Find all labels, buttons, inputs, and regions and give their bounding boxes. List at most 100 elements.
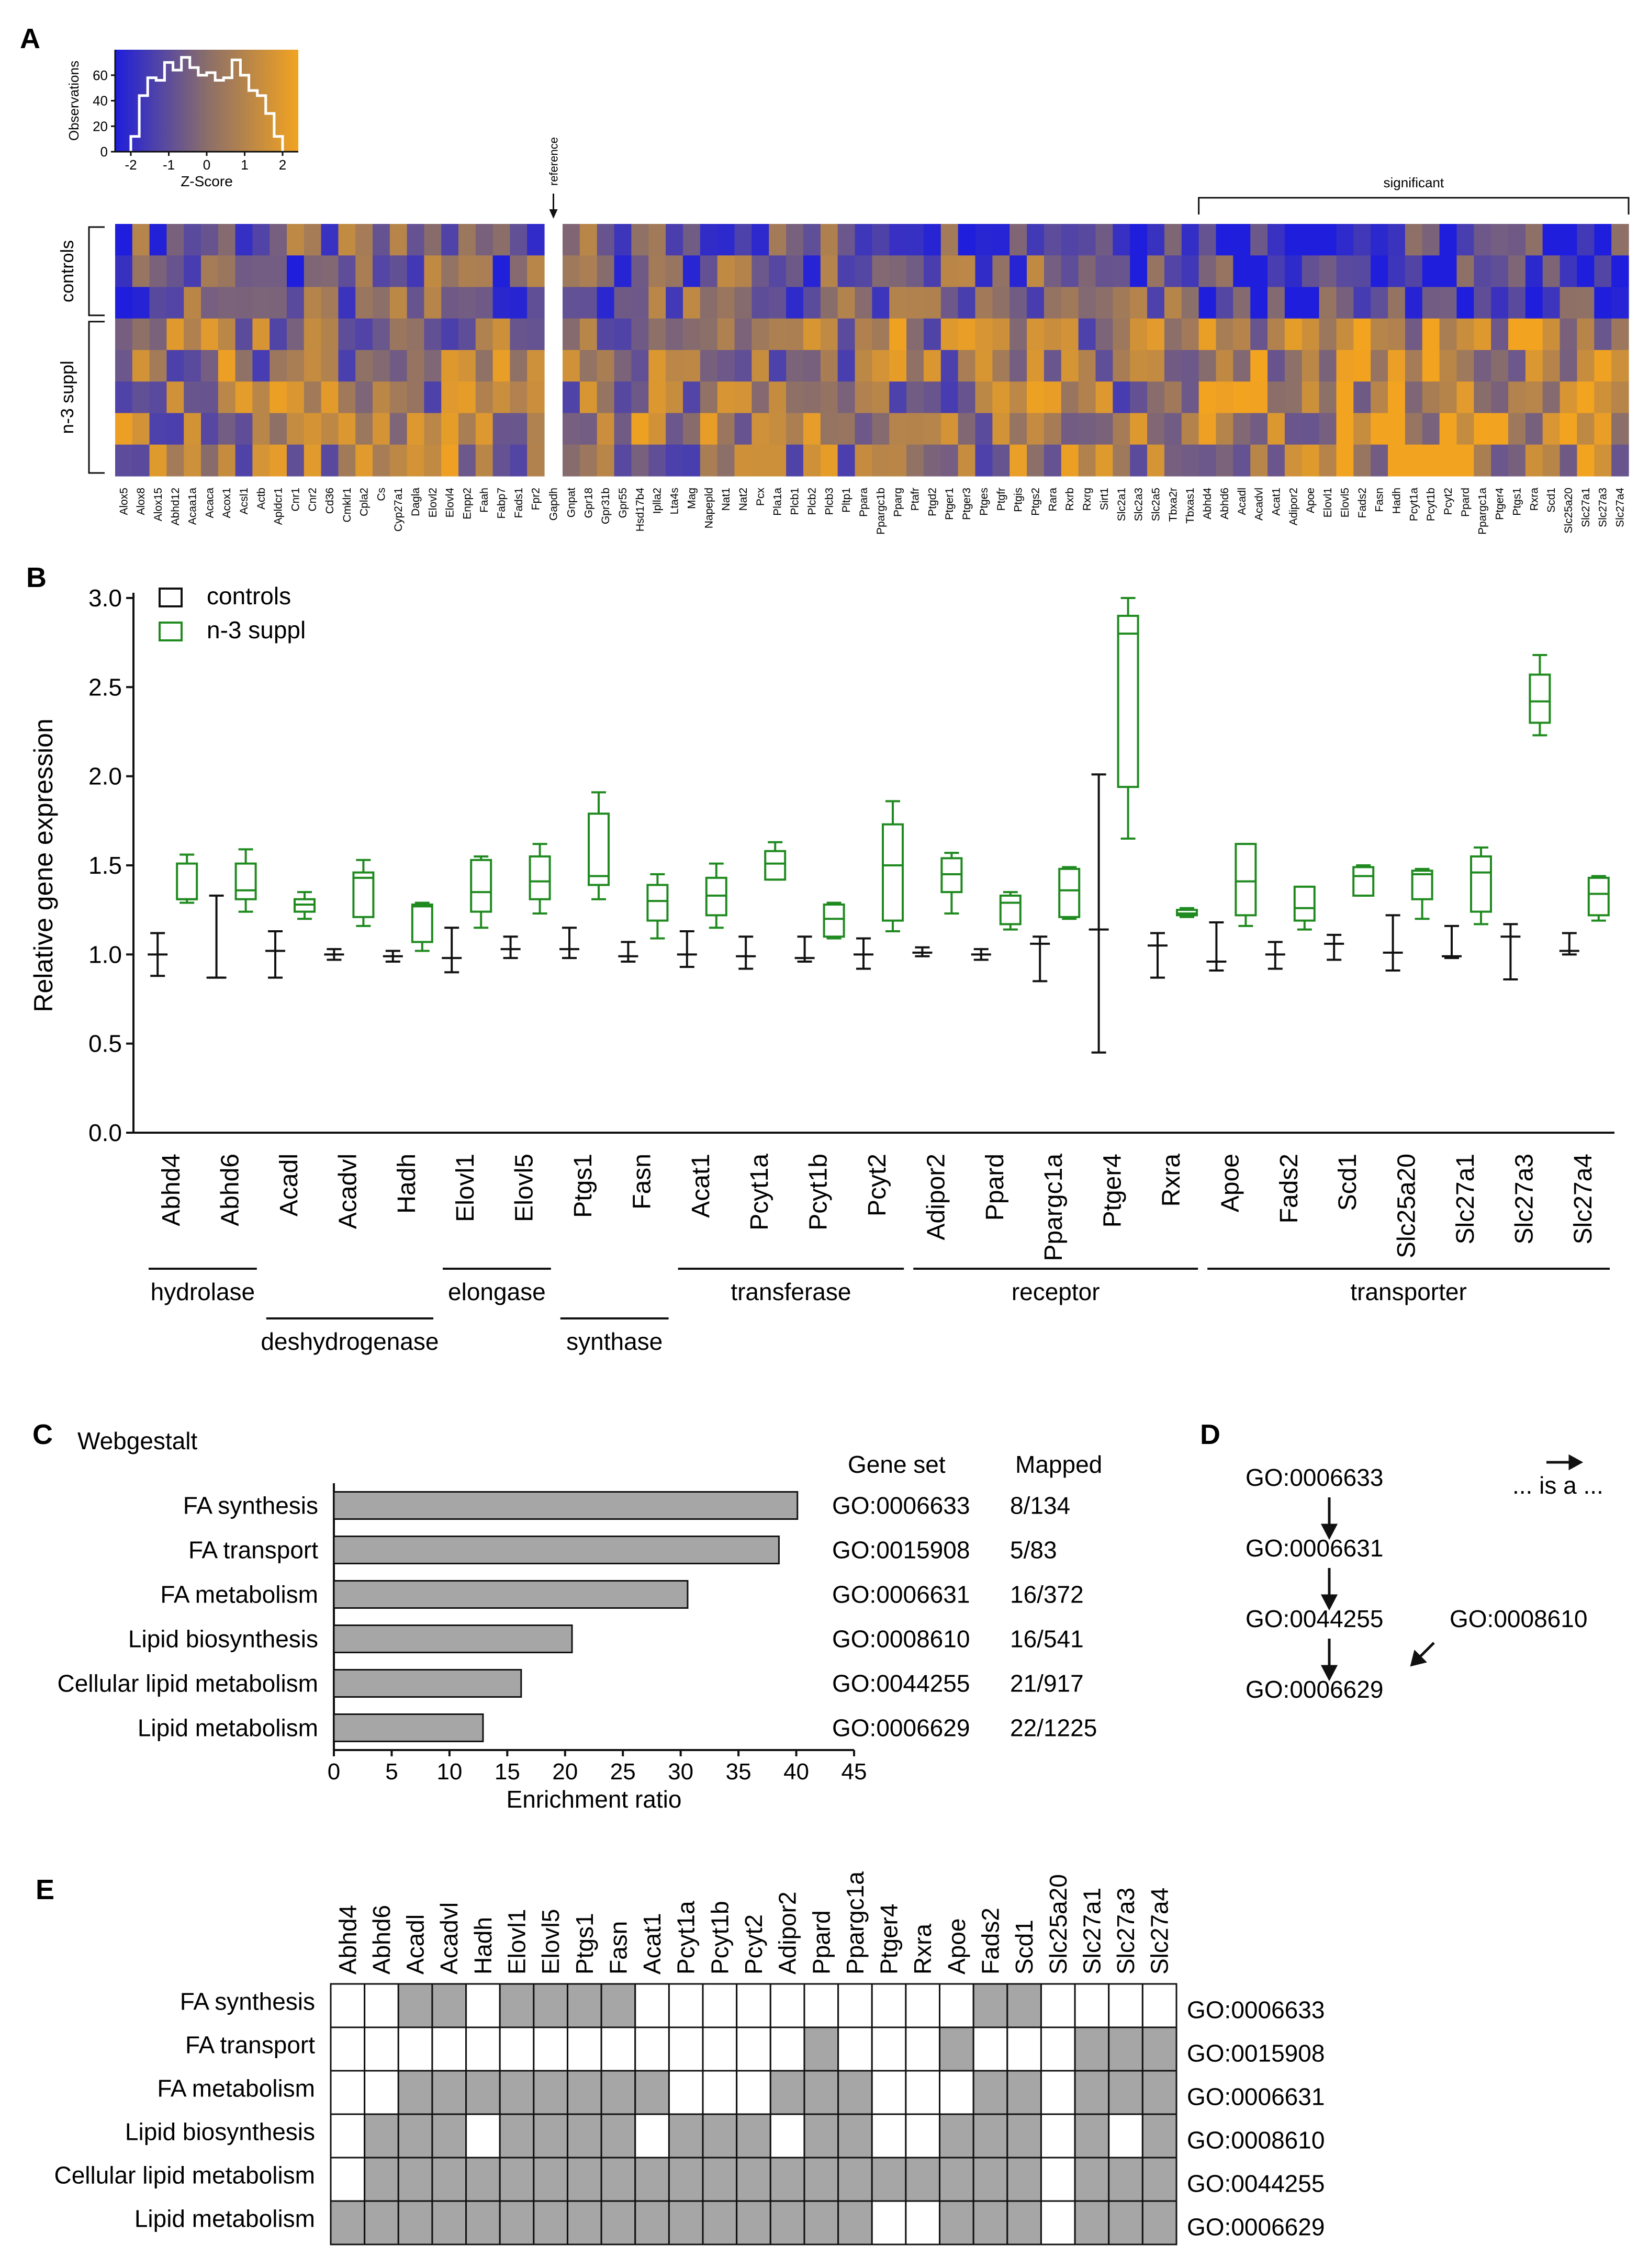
heatmap-cell [631, 413, 649, 445]
heatmap-cell [666, 287, 683, 319]
heatmap-cell [321, 255, 339, 288]
heatmap-cell [355, 350, 373, 382]
x-tick-label: 0 [328, 1759, 340, 1785]
heatmap-cell [527, 318, 545, 351]
heatmap-cell [1216, 318, 1233, 351]
matrix-cell [364, 2157, 399, 2202]
matrix-column-label: Slc27a4 [1146, 1888, 1173, 1974]
matrix-cell [837, 2113, 873, 2159]
heatmap-cell [992, 381, 1010, 414]
heatmap-cell [1594, 350, 1612, 382]
heatmap-cell [1542, 444, 1561, 477]
matrix-cell [939, 2070, 974, 2115]
heatmap-cell [1405, 287, 1423, 319]
heatmap-column-label: Ptgd2 [926, 488, 938, 516]
heatmap-column-label: Rxrg [1081, 488, 1093, 511]
heatmap-column-label: Fabp7 [496, 488, 508, 519]
heatmap-cell [1302, 224, 1320, 256]
heatmap-cell [1198, 350, 1217, 382]
heatmap-cell [648, 224, 666, 256]
matrix-cell [499, 2026, 535, 2072]
matrix-column-label: Acadl [402, 1914, 429, 1974]
heatmap-cell [201, 224, 219, 256]
heatmap-cell [441, 255, 459, 288]
heatmap-cell [1611, 255, 1629, 288]
heatmap-cell [803, 255, 821, 288]
heatmap-cell [1560, 318, 1578, 351]
heatmap-cell [201, 381, 219, 414]
x-tick-label: Ptgs1 [569, 1154, 597, 1218]
heatmap-cell [1061, 350, 1079, 382]
heatmap-cell [803, 444, 821, 477]
heatmap-cell [992, 350, 1010, 382]
heatmap-cell [1147, 224, 1165, 256]
heatmap-cell [1027, 287, 1045, 319]
heatmap-cell [338, 444, 356, 477]
heatmap-cell [1147, 318, 1165, 351]
heatmap-column-label: Elovl2 [427, 488, 439, 517]
heatmap-cell [373, 350, 390, 382]
heatmap-cell [1061, 255, 1079, 288]
heatmap-cell [992, 413, 1010, 445]
matrix-cell [702, 2113, 738, 2159]
heatmap-cell [1456, 381, 1474, 414]
heatmap-cell [666, 413, 683, 445]
n3-box [823, 903, 845, 938]
matrix-cell [1040, 1983, 1076, 2028]
x-tick-label: Adipor2 [922, 1154, 950, 1240]
heatmap-cell [1147, 287, 1165, 319]
heatmap-cell [923, 224, 941, 256]
matrix-cell [769, 2026, 805, 2072]
heatmap-column-label: Hadh [1390, 488, 1403, 514]
arrow-head-icon [1320, 1665, 1338, 1682]
heatmap-cell [235, 413, 253, 445]
heatmap-cell [751, 224, 769, 256]
heatmap-cell [1113, 444, 1130, 477]
x-tick-label: Abhd4 [158, 1154, 185, 1226]
heatmap-column-label: Pltp1 [840, 488, 852, 513]
matrix-row-label: FA metabolism [157, 2075, 315, 2102]
heatmap-cell [1198, 444, 1217, 477]
matrix-cell [634, 1983, 670, 2028]
heatmap-cell [424, 444, 442, 477]
heatmap-cell [1611, 381, 1629, 414]
matrix-cell [837, 1983, 873, 2028]
heatmap-cell [184, 444, 201, 477]
heatmap-column-label: Pcyt2 [1442, 488, 1454, 515]
matrix-cell [1040, 2113, 1076, 2159]
heatmap-column-label: Slc25a20 [1563, 488, 1575, 534]
heatmap-cell [492, 350, 510, 382]
heatmap-cell [510, 381, 528, 414]
heatmap-cell [579, 413, 598, 445]
heatmap-cell [923, 255, 941, 288]
heatmap-column-label: Elovl4 [444, 488, 456, 518]
heatmap-cell [475, 255, 493, 288]
heatmap-cell [1061, 381, 1079, 414]
heatmap-cell [1216, 444, 1233, 477]
heatmap-cell [1456, 413, 1474, 445]
enrichment-bar [333, 1624, 573, 1653]
heatmap-column-label: Acadl [1236, 488, 1248, 515]
matrix-cell [533, 2113, 568, 2159]
matrix-cell [431, 2157, 467, 2202]
x-tick-label: 45 [842, 1759, 867, 1785]
heatmap-column-label: Ptgis [1013, 488, 1025, 512]
matrix-row-label: FA transport [185, 2032, 315, 2059]
heatmap-cell [940, 318, 959, 351]
heatmap-cell [975, 287, 993, 319]
n3-box [1587, 876, 1610, 917]
heatmap-cell [837, 413, 856, 445]
heatmap-cell [1491, 224, 1509, 256]
heatmap-cell [424, 350, 442, 382]
heatmap-cell [1044, 224, 1062, 256]
matrix-cell [972, 2026, 1008, 2072]
matrix-cell [871, 2200, 907, 2246]
heatmap-cell [1560, 381, 1578, 414]
matrix-cell [330, 2157, 366, 2202]
heatmap-cell [1078, 350, 1096, 382]
heatmap-cell [1044, 381, 1062, 414]
panel-letter-a: A [20, 23, 40, 54]
reference-label: reference [547, 137, 560, 186]
heatmap-cell [132, 318, 150, 351]
